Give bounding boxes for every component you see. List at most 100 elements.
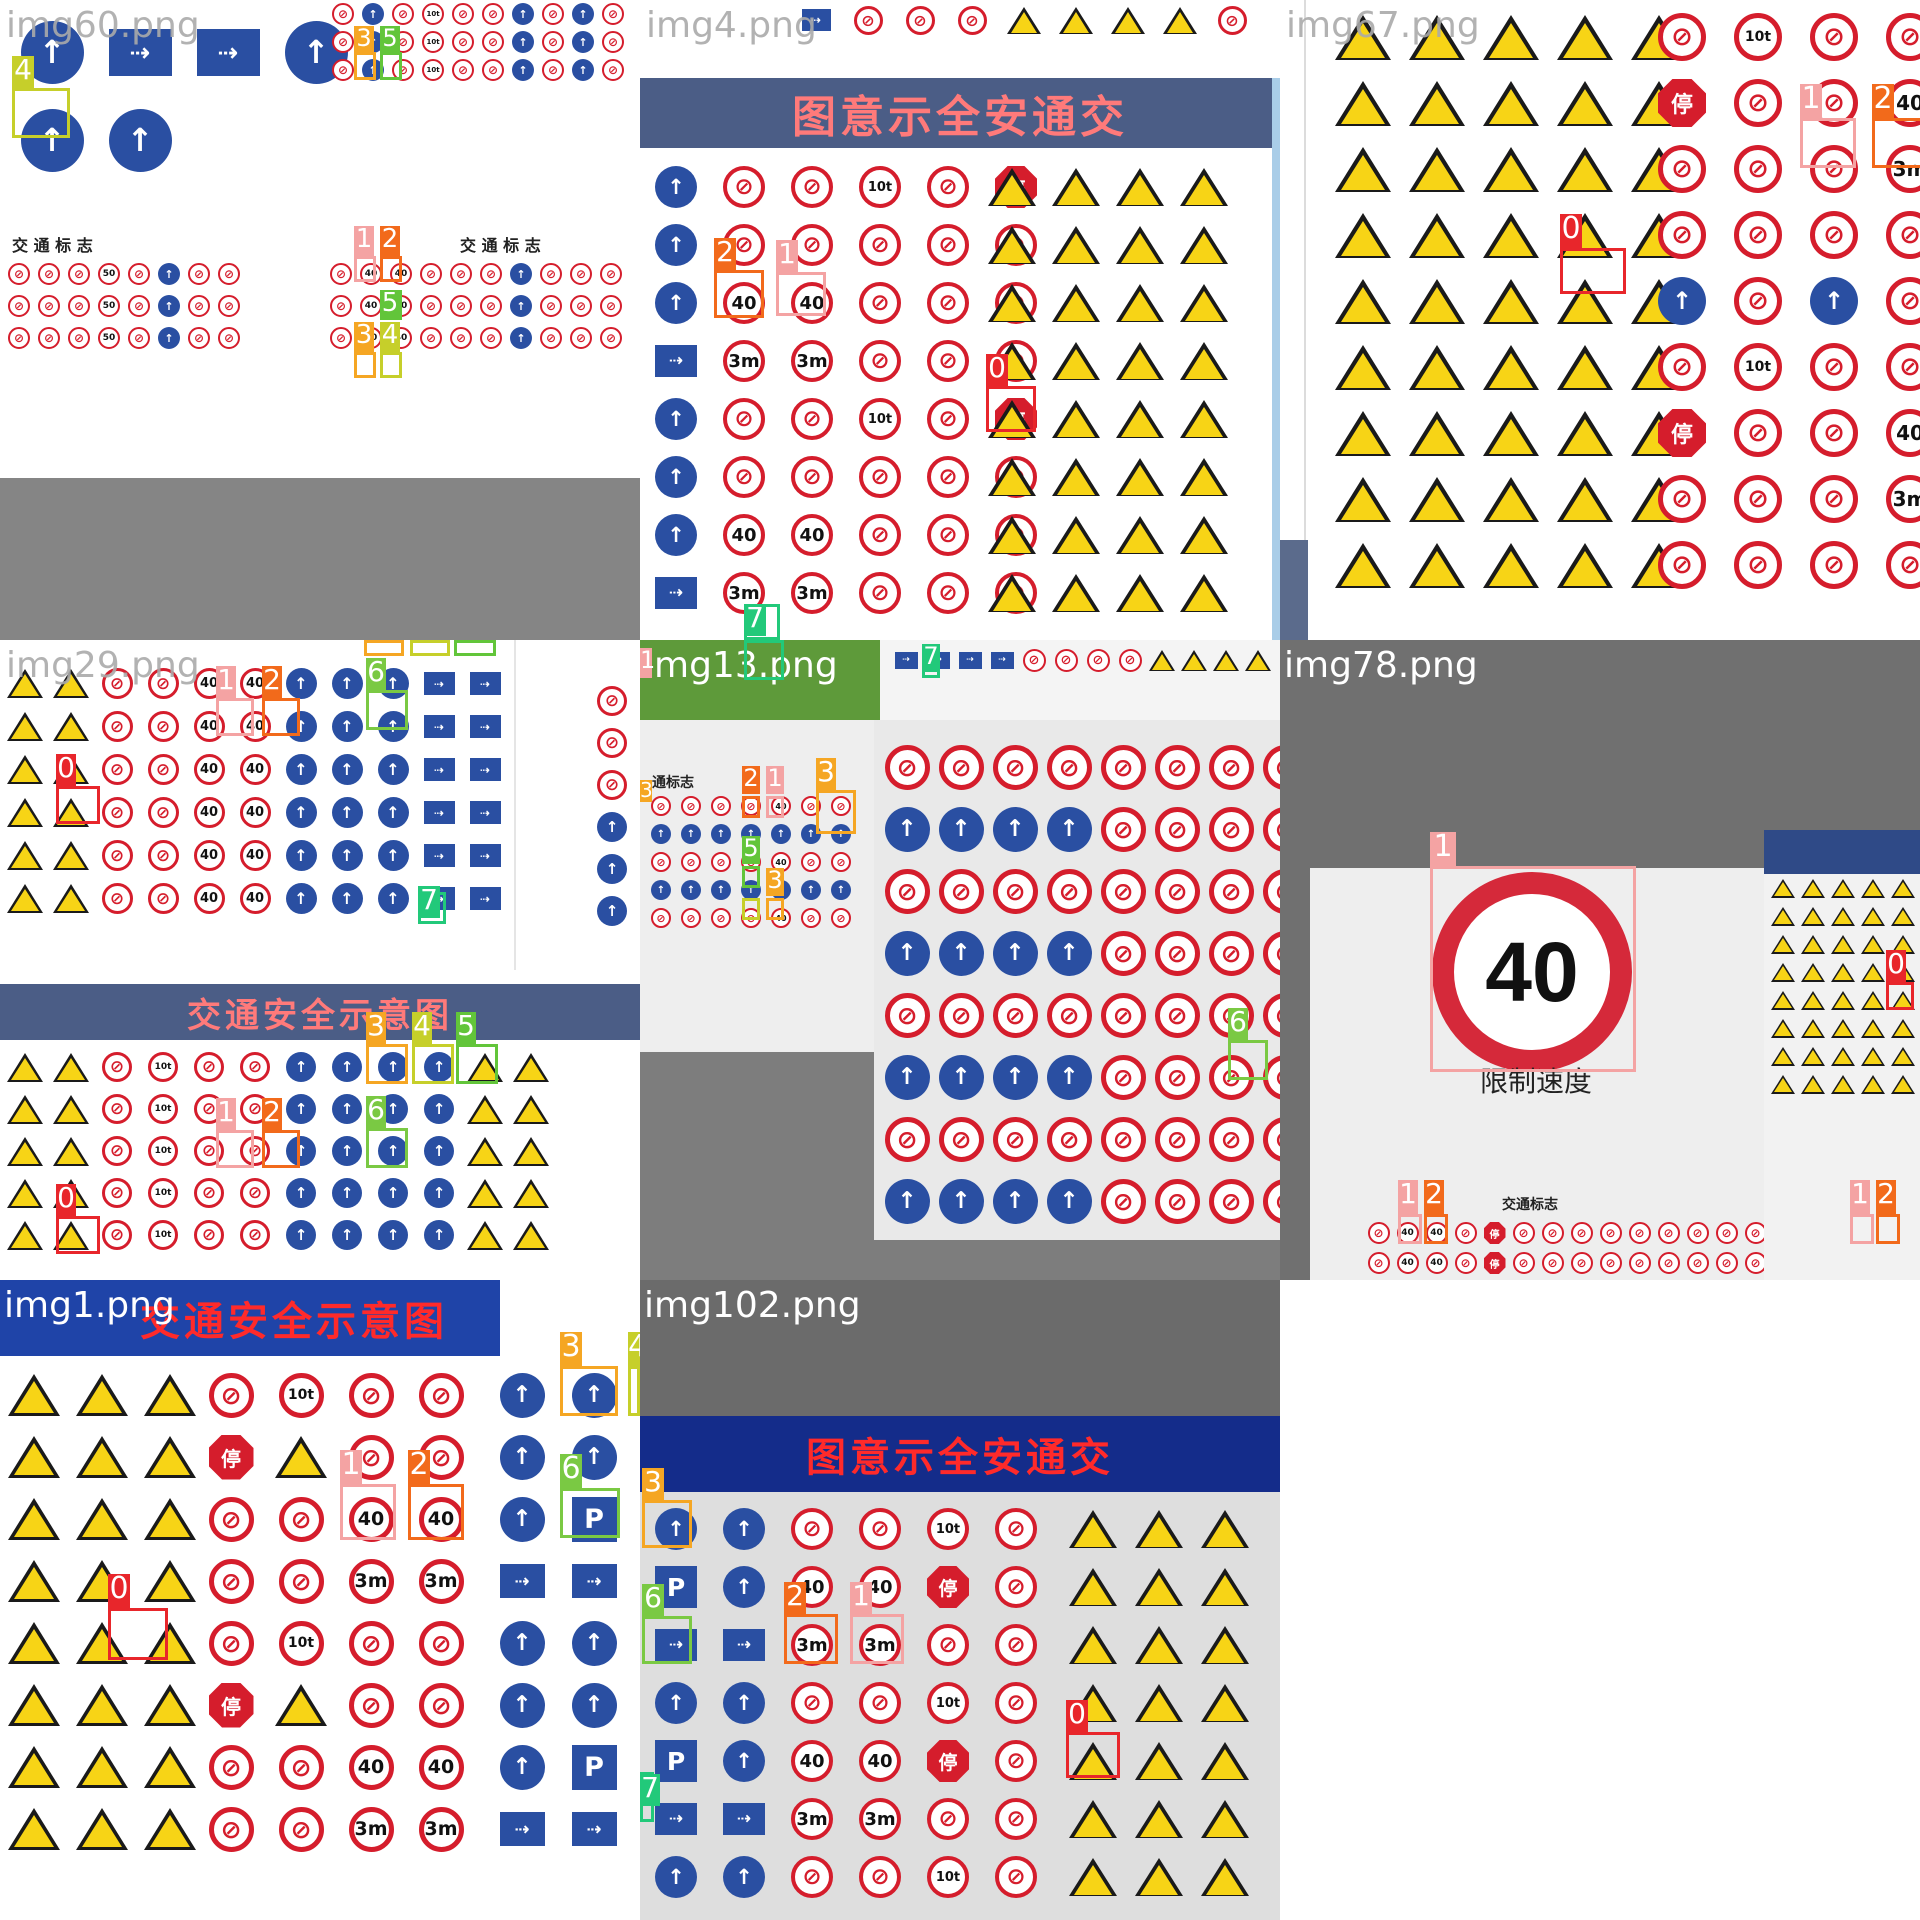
detection-label: 6 [642, 1584, 664, 1616]
prohibition-sign: ⊘ [914, 216, 982, 274]
prohibition-sign: ⊘ [1258, 1170, 1280, 1232]
warning-triangle-sign [0, 1674, 68, 1736]
tile-banner: 图意示全安通交 [640, 78, 1280, 148]
mandatory-sign: ↑ [1042, 1046, 1096, 1108]
prohibition-sign: ⊘ [4, 258, 34, 290]
detection-label: 6 [366, 655, 386, 690]
mandatory-sign: ↑ [486, 1364, 558, 1426]
prohibition-sign: ⊘ [186, 1046, 232, 1088]
warning-triangle-sign [1858, 874, 1888, 902]
mandatory-sign: ↑ [278, 877, 324, 920]
mosaic-tile-5: ⇢⇢⇢⇢⊘⊘⊘⊘ 通标志 ⊘⊘⊘⊘40⊘⊘↑↑↑↑↑↑↑⊘⊘⊘⊘40⊘⊘↑↑↑↑… [640, 640, 1280, 1280]
mandatory-sign: ↑ [278, 791, 324, 834]
warning-sign-grid [1326, 4, 1696, 598]
warning-triangle-sign [2, 662, 48, 705]
detection-label: 4 [412, 1009, 432, 1044]
warning-triangle-sign [998, 0, 1050, 40]
warning-triangle-sign [0, 1550, 68, 1612]
warning-triangle-sign [1044, 506, 1108, 564]
mandatory-sign: ↑ [1042, 798, 1096, 860]
warning-triangle-sign [1548, 4, 1622, 70]
prohibition-sign: ⊘ [196, 1550, 266, 1612]
prohibition-sign: 40 [232, 748, 278, 791]
detection-box [1850, 1214, 1874, 1244]
warning-triangle-sign [1400, 532, 1474, 598]
detection-box [1228, 1040, 1268, 1080]
detection-box [850, 1614, 904, 1664]
warning-triangle-sign [136, 1488, 204, 1550]
warning-triangle-sign [1044, 448, 1108, 506]
prohibition-sign: ⊘ [982, 1848, 1050, 1906]
prohibition-sign: ⊘ [914, 390, 982, 448]
warning-triangle-sign [1888, 1014, 1918, 1042]
mandatory-sign: ↑ [324, 877, 370, 920]
prohibition-sign: ⊘ [710, 390, 778, 448]
prohibition-sign: ⊘ [1712, 1218, 1741, 1248]
warning-triangle-sign [68, 1426, 136, 1488]
prohibition-sign: 3m [778, 564, 846, 622]
detection-label: 1 [340, 1447, 362, 1484]
mosaic-tile-1: img60.png ↑⇢⇢↑↑↑ ⊘↑⊘10t⊘⊘↑⊘↑⊘⊘↑⊘10t⊘⊘↑⊘↑… [0, 0, 640, 640]
prohibition-sign: 40 [186, 791, 232, 834]
detection-label: 5 [456, 1009, 476, 1044]
warning-triangle-sign [1060, 1558, 1126, 1616]
detection-box [366, 1044, 408, 1084]
prohibition-sign: ⊘ [328, 56, 358, 84]
prohibition-sign: ⊘ [94, 1130, 140, 1172]
prohibition-sign: ⊘ [1451, 1248, 1480, 1278]
mandatory-sign: ↑ [706, 820, 736, 848]
warning-triangle-sign [266, 1674, 336, 1736]
indication-sign: ⇢ [954, 642, 986, 678]
prohibition-sign: ⊘ [778, 158, 846, 216]
prohibition-sign: ⊘ [1258, 1108, 1280, 1170]
prohibition-sign: ⊘ [676, 848, 706, 876]
indication-sign: ⇢ [416, 834, 462, 877]
detection-label: 5 [380, 26, 400, 54]
warning-triangle-sign [1400, 202, 1474, 268]
prohibition-sign: ⊘ [710, 448, 778, 506]
sign-grid: ⊘ 10t ⊘ ⊘ ↑ ↑ ↑ ↑ ⊘ 10t ⊘ ⊘ ↑ ↑ ↑ ↑ ⊘ 10t ⊘ ⊘ ↑ ↑ ↑ ↑ ⊘ 10t ⊘ ⊘ ↑ ↑ ↑ ↑… [2, 1046, 554, 1256]
warning-triangle-sign [1326, 202, 1400, 268]
prohibition-sign: ⊘ [94, 1172, 140, 1214]
prohibition-sign: ⊘ [778, 390, 846, 448]
tile-filename: img13.png [644, 645, 838, 686]
prohibition-sign: ⊘ [1150, 984, 1204, 1046]
prohibition-sign: ⊘ [266, 1798, 336, 1860]
warning-triangle-sign [1126, 1732, 1192, 1790]
warning-triangle-sign [1108, 448, 1172, 506]
warning-triangle-sign [1768, 902, 1798, 930]
prohibition-sign: ⊘ [1364, 1218, 1393, 1248]
warning-triangle-sign [1102, 0, 1154, 40]
warning-triangle-sign [1400, 268, 1474, 334]
prohibition-sign: ⊘ [416, 290, 446, 322]
mandatory-sign: ↑ [370, 1046, 416, 1088]
prohibition-sign: ⊘ [982, 1500, 1050, 1558]
prohibition-sign: ⊘ [336, 1612, 406, 1674]
prohibition-sign: ⊘ [94, 1046, 140, 1088]
warning-triangle-sign [1326, 4, 1400, 70]
prohibition-sign: ⊘ [914, 564, 982, 622]
warning-triangle-sign [1326, 400, 1400, 466]
prohibition-sign: ⊘ [476, 322, 506, 354]
mandatory-sign: ↑ [278, 1214, 324, 1256]
warning-triangle-sign [1108, 564, 1172, 622]
mandatory-sign: ↑ [486, 1488, 558, 1550]
prohibition-sign: ⊘ [1720, 466, 1796, 532]
warning-triangle-sign [0, 1612, 68, 1674]
warning-triangle-sign [1798, 902, 1828, 930]
prohibition-sign: ⊘ [1872, 268, 1920, 334]
mandatory-sign: ↑ [766, 820, 796, 848]
tile-filename: img60.png [6, 5, 200, 46]
prohibition-sign: 40 [778, 274, 846, 332]
section-header: 通标志 [652, 775, 694, 791]
warning-triangle-sign [1798, 930, 1828, 958]
mandatory-sign: ↑ [988, 1046, 1042, 1108]
prohibition-sign: ⊘ [328, 28, 358, 56]
prohibition-sign: ⊘ [846, 564, 914, 622]
prohibition-sign: ⊘ [186, 1214, 232, 1256]
sign-grid: ⊘ ⊘ 40 40 ↑ ↑ ↑ ⇢ ⇢ ⊘ ⊘ 40 40 ↑ ↑ ↑ ⇢ ⇢ ⊘ ⊘ 40 40 ↑ ↑ ↑ ⇢ ⇢ ⊘ ⊘ 40 40 ↑… [2, 662, 508, 920]
prohibition-sign: ⊘ [416, 258, 446, 290]
mandatory-sign: ↑ [880, 922, 934, 984]
warning-triangle-sign [1474, 400, 1548, 466]
prohibition-sign: ⊘ [880, 736, 934, 798]
